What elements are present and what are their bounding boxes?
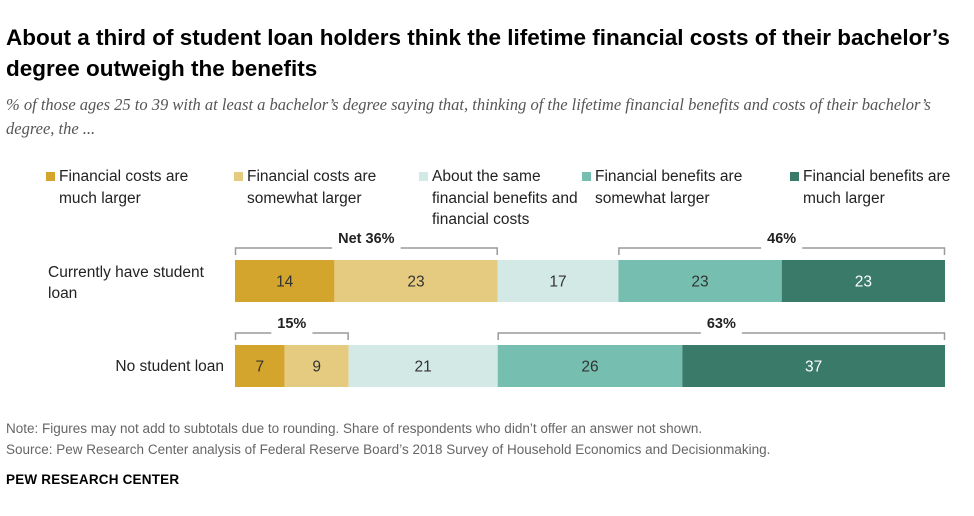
bar-segment [497,260,619,302]
bar-segment [334,260,498,302]
net-label: 63% [707,316,736,332]
bar-segment [235,345,285,387]
bar-segment [682,345,945,387]
bar-segment [497,345,683,387]
legend-swatch [790,172,799,181]
bar-value-label: 9 [312,359,321,376]
bar-value-label: 14 [276,274,294,291]
bar-value-label: 26 [581,359,598,376]
net-label-background [700,316,742,338]
bar-segment [348,345,498,387]
chart-subtitle: % of those ages 25 to 39 with at least a… [6,95,931,138]
legend-label: Financial costs are somewhat larger [247,168,377,207]
legend-label: Financial benefits are much larger [803,168,951,207]
bar-segment [235,260,335,302]
bar-segment [284,345,349,387]
net-label: Net 36% [338,231,395,247]
bar-value-label: 37 [805,359,822,376]
net-label-background [332,231,401,253]
bar-value-label: 17 [549,274,566,291]
bar-value-label: 23 [691,274,708,291]
net-label-background [271,316,313,338]
legend-label: About the same financial benefits and fi… [432,168,578,228]
chart-note: Note: Figures may not add to subtotals d… [6,421,703,436]
bar-segment [781,260,945,302]
bar-value-label: 7 [256,359,265,376]
chart-source: Source: Pew Research Center analysis of … [6,442,771,457]
net-label: 15% [277,316,306,332]
legend-swatch [582,172,591,181]
bar-segment [618,260,782,302]
chart-title: About a third of student loan holders th… [6,25,950,81]
bar-value-label: 23 [855,274,872,291]
bar-value-label: 21 [415,359,432,376]
net-label: 46% [767,231,796,247]
legend-swatch [234,172,243,181]
legend-label: Financial benefits are somewhat larger [595,168,743,207]
legend-swatch [46,172,55,181]
row-label-no-student-loan: No student loan [115,358,224,375]
legend-label: Financial costs are much larger [59,168,189,207]
row-label-currently-have-student-loan: Currently have student loan [48,264,204,302]
bar-value-label: 23 [407,274,424,291]
net-label-background [761,231,803,253]
brand-logo-text: PEW RESEARCH CENTER [6,472,180,487]
legend-swatch [419,172,428,181]
